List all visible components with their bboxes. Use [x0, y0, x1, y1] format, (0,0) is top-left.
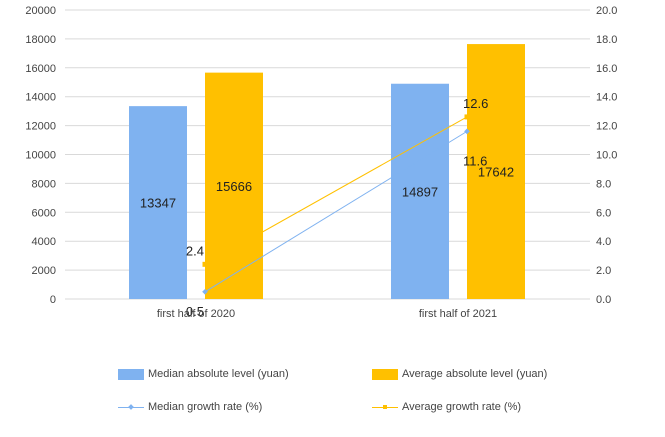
bar-value-label: 15666 [216, 179, 252, 194]
growth-value-label: 0.5 [186, 304, 204, 319]
bar [129, 106, 187, 299]
y-right-tick-label: 4.0 [596, 236, 611, 248]
bar-value-label: 13347 [140, 196, 176, 211]
legend-swatch-median-line [118, 402, 144, 413]
y-left-tick-label: 0 [50, 294, 56, 306]
bar [391, 83, 449, 300]
y-left-tick-label: 10000 [25, 150, 56, 162]
growth-point [202, 261, 208, 267]
legend-swatch-median-bar [118, 368, 144, 380]
y-right-tick-label: 2.0 [596, 265, 611, 277]
y-left-tick-label: 20000 [25, 5, 56, 17]
legend-average-level: Average absolute level (yuan) [372, 368, 547, 380]
y-right-tick-label: 8.0 [596, 178, 611, 190]
growth-line [204, 130, 468, 293]
legend-label: Median growth rate (%) [148, 401, 263, 413]
y-left-tick-label: 12000 [25, 121, 56, 133]
y-right-tick-label: 16.0 [596, 63, 617, 75]
x-axis-categories: first half of 2020 first half of 2021 [157, 308, 497, 320]
legend-average-rate: Average growth rate (%) [372, 401, 521, 413]
growth-value-label: 12.6 [463, 96, 488, 111]
growth-value-label: 11.6 [463, 153, 487, 168]
y-right-tick-label: 14.0 [596, 92, 617, 104]
legend-swatch-average-bar [372, 368, 398, 380]
y-axis-left: 0 2000 4000 6000 8000 10000 12000 14000 16000 180… [25, 5, 56, 306]
data-labels: 13347 14897 15666 17642 0.5 11.6 2.4 12.6 [140, 96, 514, 319]
x-category-label: first half of 2021 [419, 308, 497, 320]
growth-value-label: 2.4 [186, 243, 204, 258]
legend-label: Average growth rate (%) [402, 401, 522, 413]
y-left-tick-label: 14000 [25, 92, 56, 104]
legend-swatch-average-line [372, 402, 398, 413]
bar [467, 44, 525, 299]
y-right-tick-label: 6.0 [596, 207, 611, 219]
y-right-tick-label: 0.0 [596, 294, 611, 306]
bars [129, 44, 525, 300]
y-left-tick-label: 18000 [25, 34, 56, 46]
y-left-tick-label: 8000 [32, 178, 56, 190]
legend-label: Average absolute level (yuan) [402, 368, 548, 380]
y-axis-right: 0.0 2.0 4.0 6.0 8.0 10.0 12.0 14.0 16.0 18.0 20.0 [596, 5, 617, 306]
y-right-tick-label: 18.0 [596, 34, 617, 46]
legend-median-rate: Median growth rate (%) [118, 401, 262, 413]
bar-value-label: 17642 [478, 165, 514, 180]
growth-point [464, 114, 470, 120]
growth-line [204, 116, 468, 265]
y-left-tick-label: 16000 [25, 63, 56, 75]
legend-label: Median absolute level (yuan) [148, 368, 289, 380]
growth-point [464, 128, 470, 135]
y-right-tick-label: 20.0 [596, 5, 617, 17]
growth-lines [202, 114, 470, 295]
x-category-label: first half of 2020 [157, 308, 235, 320]
y-left-tick-label: 6000 [32, 207, 56, 219]
bar-value-label: 14897 [402, 184, 438, 199]
legend-median-level: Median absolute level (yuan) [118, 368, 289, 380]
y-left-tick-label: 4000 [32, 236, 56, 248]
y-left-tick-label: 2000 [32, 265, 56, 277]
growth-point [202, 288, 208, 295]
y-right-tick-label: 12.0 [596, 121, 617, 133]
bar [205, 72, 263, 299]
y-right-tick-label: 10.0 [596, 150, 617, 162]
